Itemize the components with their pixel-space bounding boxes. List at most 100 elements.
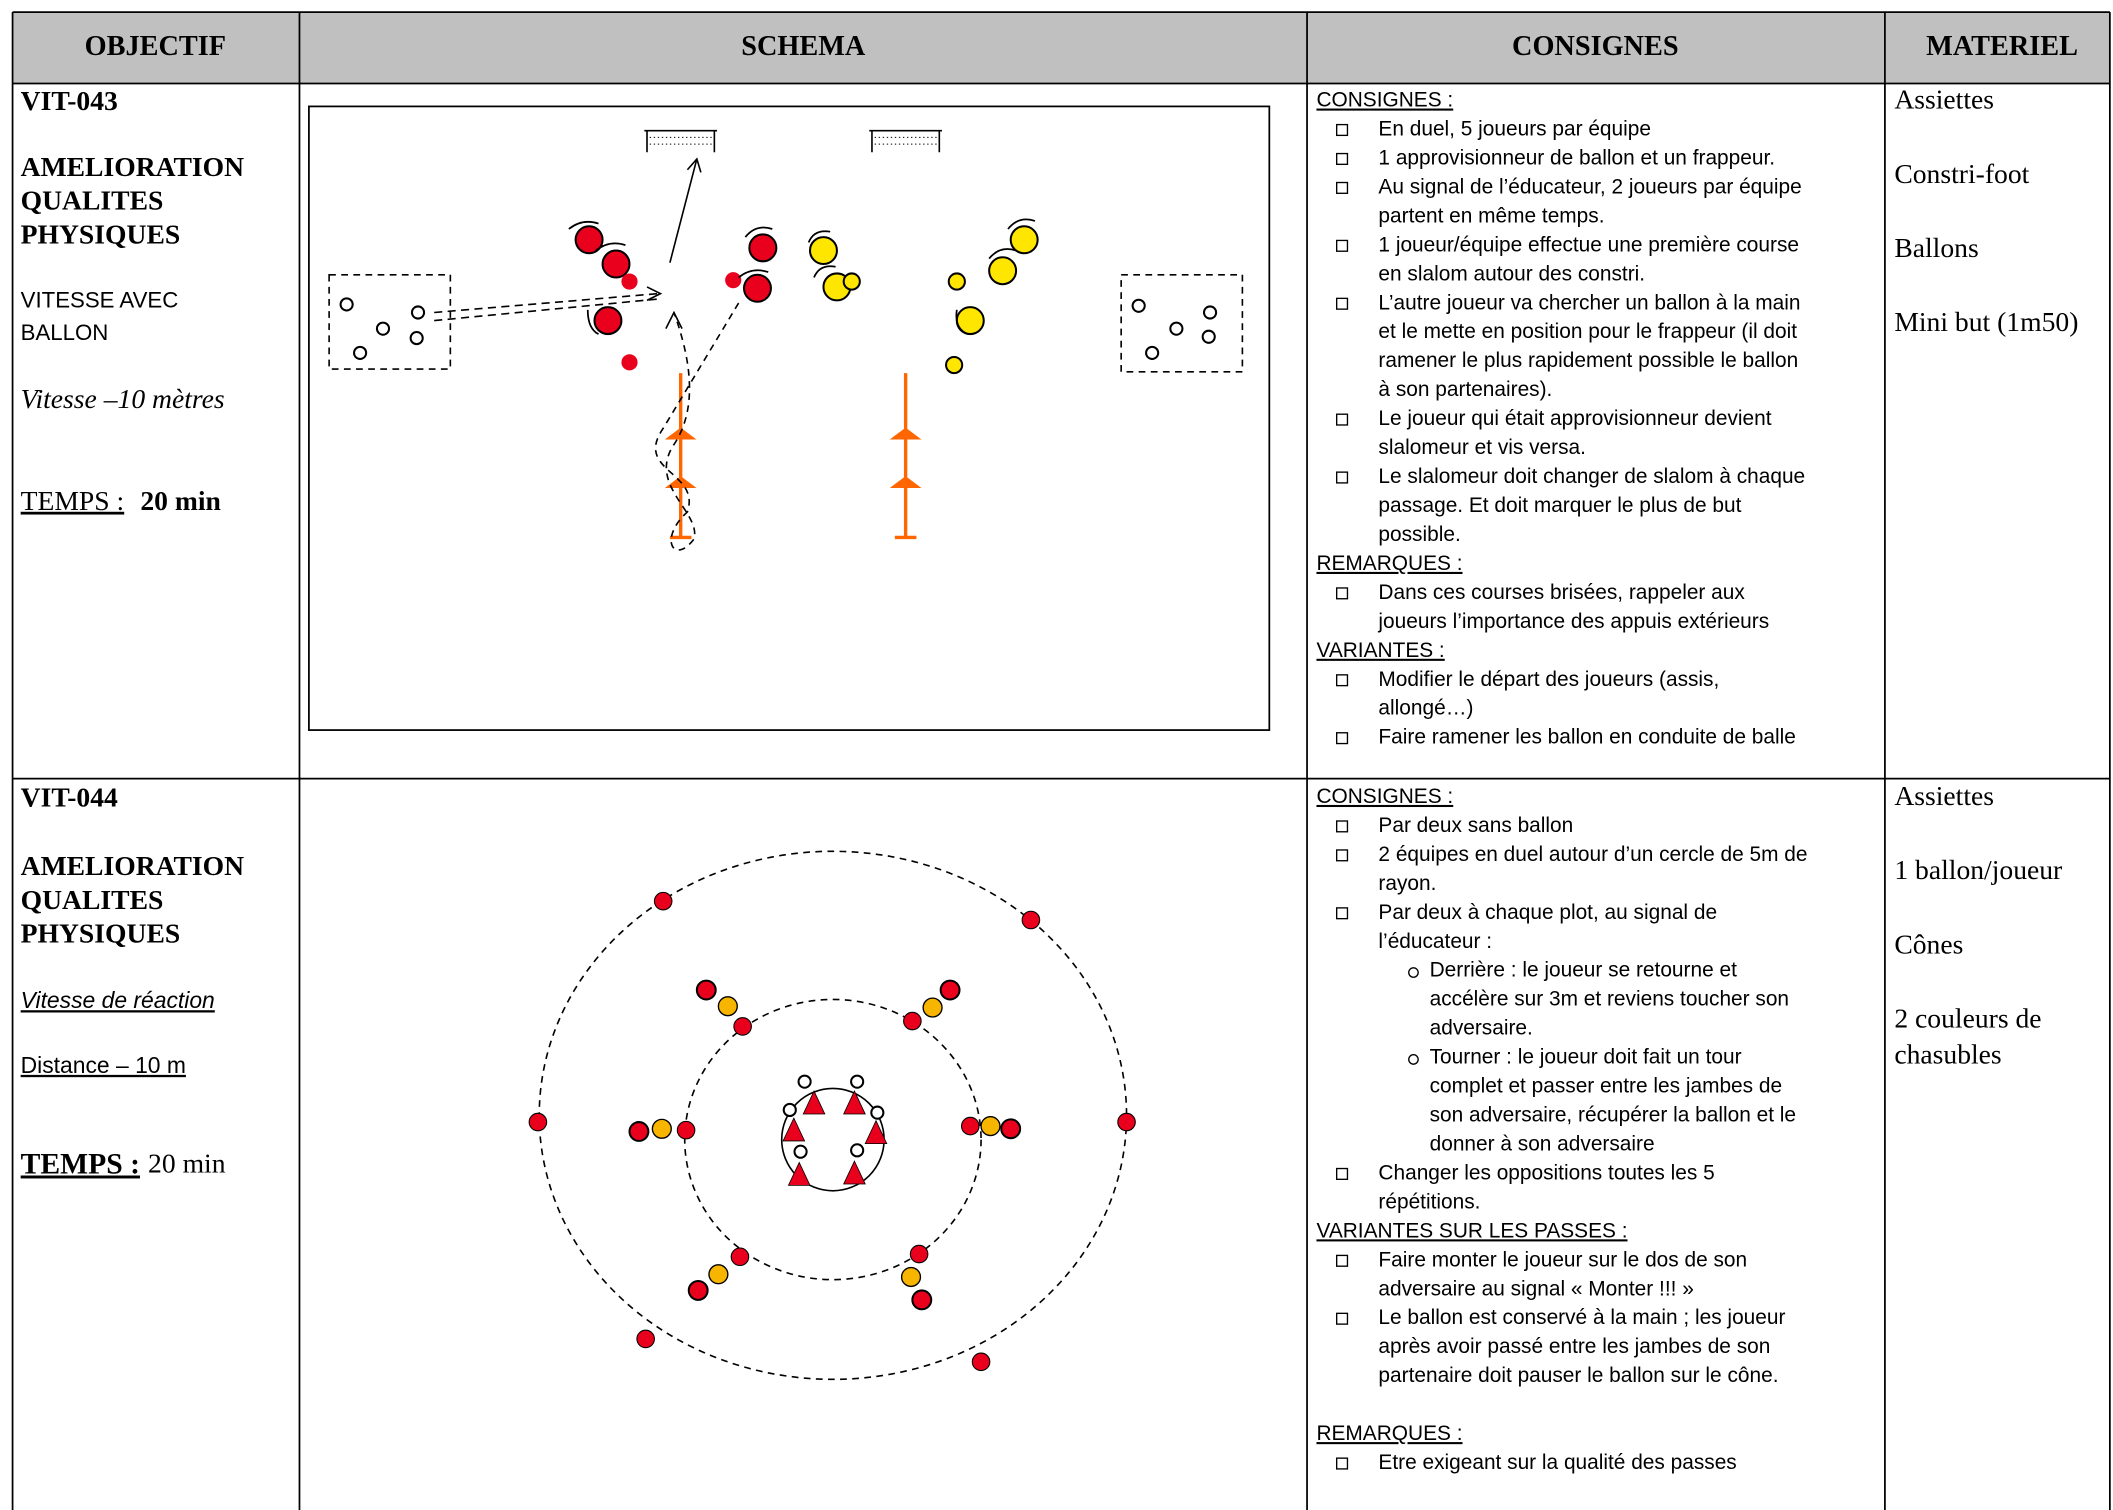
instruction-line: Etre exigeant sur la qualité des passes	[1378, 1451, 1736, 1474]
theme: AMELIORATION	[21, 151, 245, 182]
theme: PHYSIQUES	[21, 918, 181, 949]
instruction-line: Par deux à chaque plot, au signal de	[1378, 901, 1717, 924]
instruction-line: possible.	[1378, 523, 1460, 546]
material: 2 couleurs de	[1894, 1002, 2041, 1033]
bullet	[1336, 152, 1349, 166]
instruction-line: 1 approvisionneur de ballon et un frappe…	[1378, 146, 1775, 169]
section-title: REMARQUES :	[1316, 1422, 1462, 1445]
instruction-line: passage. Et doit marquer le plus de but	[1378, 494, 1741, 517]
bullet	[1336, 907, 1349, 920]
instruction-line: Modifier le départ des joueurs (assis,	[1378, 668, 1719, 691]
instruction-line: Le ballon est conservé à la main ; les j…	[1378, 1306, 1785, 1329]
instruction-line: à son partenaires).	[1378, 378, 1552, 401]
time-value: 20 min	[148, 1148, 226, 1179]
section-title: VARIANTES :	[1316, 639, 1444, 662]
header-cell: SCHEMA	[741, 31, 866, 62]
instruction-line: l’éducateur :	[1378, 930, 1492, 953]
instruction-line: Tourner : le joueur doit fait un tour	[1430, 1046, 1742, 1069]
focus: Vitesse de réaction	[21, 987, 215, 1013]
instruction-line: son adversaire, récupérer la ballon et l…	[1430, 1104, 1796, 1127]
header-cell: MATERIEL	[1926, 31, 2078, 62]
time-value: 20 min	[140, 485, 221, 516]
theme: QUALITES	[21, 185, 164, 216]
section-title: CONSIGNES :	[1316, 785, 1453, 808]
material: Cônes	[1894, 928, 1963, 959]
time-label: TEMPS :	[21, 1148, 140, 1180]
instruction-line: et le mette en position pour le frappeur…	[1378, 320, 1797, 343]
bullet	[1336, 674, 1349, 687]
theme: AMELIORATION	[21, 850, 245, 881]
instruction-line: joueurs l’importance des appuis extérieu…	[1377, 610, 1769, 633]
bullet	[1336, 849, 1349, 862]
instruction-line: Faire ramener les ballon en conduite de …	[1378, 726, 1795, 749]
bullet	[1336, 239, 1349, 252]
bullet	[1336, 297, 1349, 310]
instruction-line: rayon.	[1378, 872, 1436, 895]
material: Ballons	[1894, 232, 1978, 263]
material: 1 ballon/joueur	[1894, 854, 2062, 885]
header-cell: CONSIGNES	[1512, 31, 1679, 62]
material: Mini but (1m50)	[1894, 306, 2078, 337]
instruction-line: L’autre joueur va chercher un ballon à l…	[1378, 291, 1800, 314]
theme: QUALITES	[21, 884, 164, 915]
detail: Distance – 10 m	[21, 1052, 186, 1078]
instruction-line: partent en même temps.	[1378, 204, 1604, 227]
bullet	[1336, 181, 1349, 194]
section-title: VARIANTES SUR LES PASSES :	[1316, 1219, 1627, 1242]
bullet	[1336, 471, 1349, 484]
material: chasubles	[1894, 1039, 2001, 1070]
instruction-line: partenaire doit pauser le ballon sur le …	[1378, 1364, 1778, 1387]
instruction-line: Par deux sans ballon	[1378, 814, 1573, 837]
instruction-line: Dans ces courses brisées, rappeler aux	[1378, 581, 1745, 604]
diagram-circle	[528, 850, 1136, 1381]
focus: BALLON	[21, 320, 109, 345]
instruction-line: 2 équipes en duel autour d’un cercle de …	[1378, 843, 1807, 866]
instruction-line: en slalom autour des constri.	[1378, 262, 1645, 285]
bullet	[1336, 413, 1349, 426]
table-grid	[11, 11, 2111, 1510]
time: TEMPS : 20 min	[21, 485, 221, 516]
section-title: CONSIGNES :	[1316, 89, 1453, 112]
code: VIT-043	[21, 85, 118, 116]
section-title: REMARQUES :	[1316, 552, 1462, 575]
time: TEMPS : 20 min	[21, 1148, 226, 1180]
detail: Vitesse –10 mètres	[21, 383, 225, 414]
bullet	[1336, 1457, 1349, 1470]
instruction-line: répétitions.	[1378, 1190, 1480, 1213]
code: VIT-044	[21, 781, 118, 812]
instruction-line: adversaire.	[1430, 1017, 1533, 1040]
instruction-line: Changer les oppositions toutes les 5	[1378, 1161, 1714, 1184]
sub-bullet	[1408, 967, 1419, 978]
bullet	[1336, 587, 1349, 600]
header-band	[12, 12, 2110, 84]
material: Assiettes	[1894, 780, 1994, 811]
theme: PHYSIQUES	[21, 218, 181, 249]
instruction-line: slalomeur et vis versa.	[1378, 436, 1586, 459]
instruction-line: accélère sur 3m et reviens toucher son	[1430, 988, 1789, 1011]
instruction-line: Faire monter le joueur sur le dos de son	[1378, 1248, 1747, 1271]
bullet	[1336, 1254, 1349, 1267]
bullet	[1336, 1167, 1349, 1180]
focus: VITESSE AVEC	[21, 288, 179, 313]
material: Assiettes	[1894, 84, 1994, 115]
instruction-line: 1 joueur/équipe effectue une première co…	[1378, 233, 1799, 256]
material: Constri-foot	[1894, 158, 2029, 189]
instruction-line: ramener le plus rapidement possible le b…	[1378, 349, 1798, 372]
instruction-line: Le slalomeur doit changer de slalom à ch…	[1378, 465, 1805, 488]
instruction-line: Derrière : le joueur se retourne et	[1430, 959, 1737, 982]
instruction-line: allongé…)	[1378, 697, 1473, 720]
bullet	[1336, 123, 1349, 137]
instruction-line: adversaire au signal « Monter !!! »	[1378, 1277, 1693, 1300]
instruction-line: donner à son adversaire	[1430, 1132, 1655, 1155]
bullet	[1336, 820, 1349, 833]
instruction-line: après avoir passé entre les jambes de so…	[1378, 1335, 1770, 1358]
sub-bullet	[1408, 1054, 1419, 1065]
instruction-line: Le joueur qui était approvisionneur devi…	[1378, 407, 1771, 430]
time-label: TEMPS :	[21, 485, 125, 516]
instruction-line: Au signal de l’éducateur, 2 joueurs par …	[1378, 175, 1801, 198]
diagram-slalom	[308, 105, 1271, 731]
bullet	[1336, 1312, 1349, 1325]
bullet	[1336, 732, 1349, 745]
